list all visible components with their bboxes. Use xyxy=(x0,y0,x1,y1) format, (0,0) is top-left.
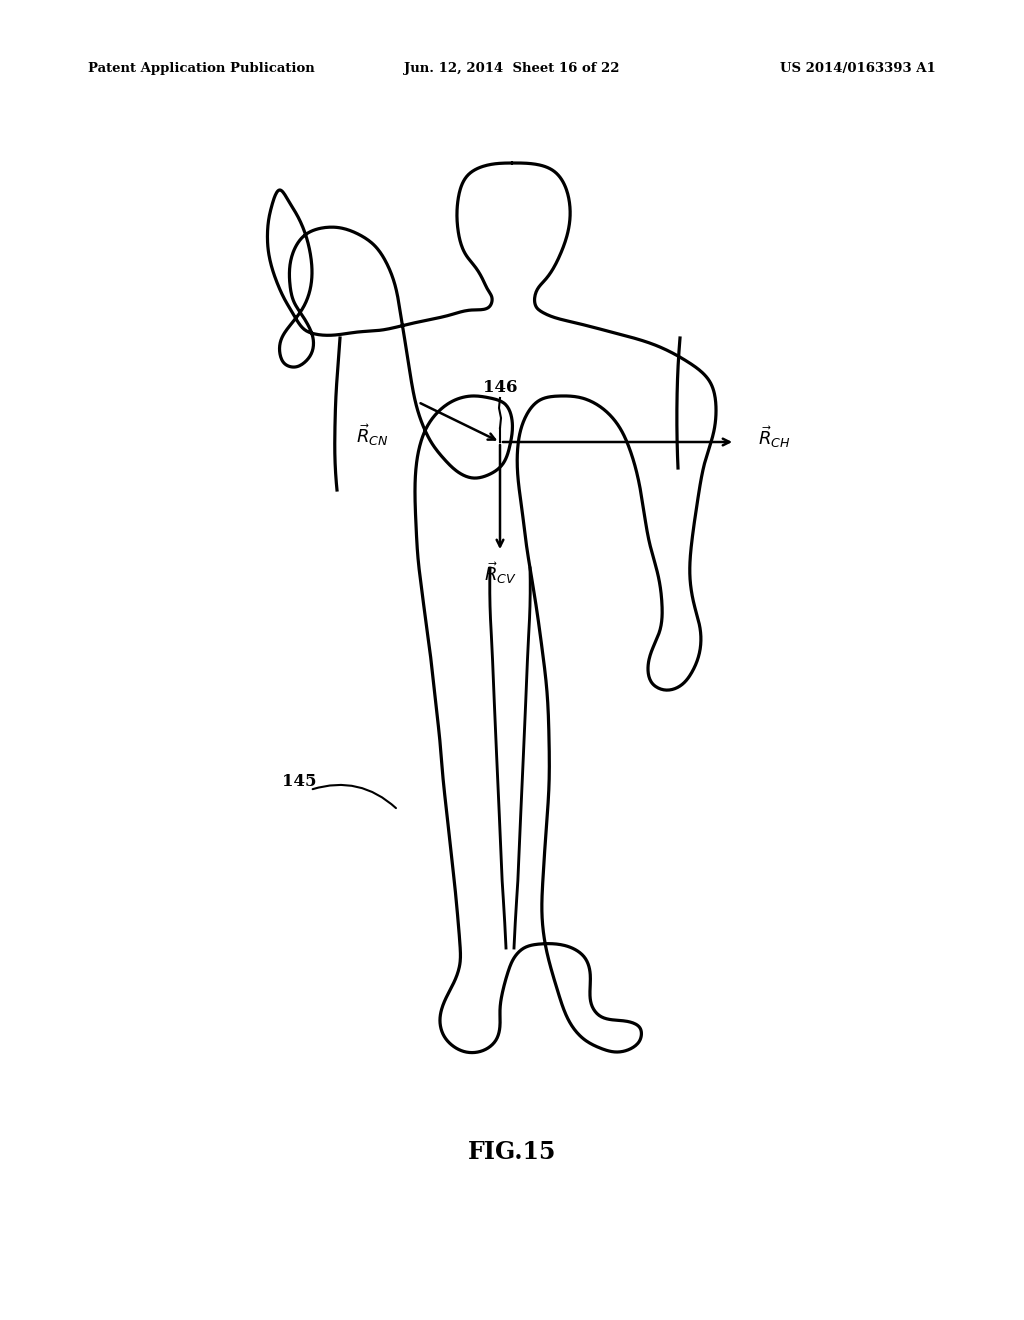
Polygon shape xyxy=(267,162,716,1052)
Text: 145: 145 xyxy=(282,774,316,791)
Text: FIG.15: FIG.15 xyxy=(468,1140,556,1164)
Text: Jun. 12, 2014  Sheet 16 of 22: Jun. 12, 2014 Sheet 16 of 22 xyxy=(404,62,620,75)
Text: $\vec{R}_{CN}$: $\vec{R}_{CN}$ xyxy=(355,422,388,447)
Text: 146: 146 xyxy=(482,380,517,396)
Text: $\vec{R}_{CH}$: $\vec{R}_{CH}$ xyxy=(758,424,791,450)
Text: $\vec{R}_{CV}$: $\vec{R}_{CV}$ xyxy=(483,560,516,586)
Text: Patent Application Publication: Patent Application Publication xyxy=(88,62,314,75)
Text: US 2014/0163393 A1: US 2014/0163393 A1 xyxy=(780,62,936,75)
